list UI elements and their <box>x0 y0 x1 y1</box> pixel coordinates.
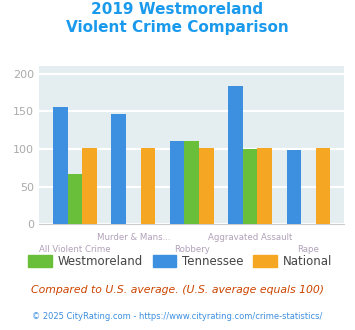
Text: Rape: Rape <box>297 245 320 254</box>
Bar <box>228 86 243 224</box>
Text: Violent Crime Comparison: Violent Crime Comparison <box>66 20 289 35</box>
Bar <box>82 148 97 224</box>
Bar <box>257 148 272 224</box>
Bar <box>67 174 82 224</box>
Text: Robbery: Robbery <box>174 245 210 254</box>
Bar <box>184 142 199 224</box>
Bar <box>243 149 257 224</box>
Bar <box>316 148 331 224</box>
Bar <box>141 148 155 224</box>
Bar <box>199 148 214 224</box>
Text: All Violent Crime: All Violent Crime <box>39 245 111 254</box>
Bar <box>286 150 301 224</box>
Text: Aggravated Assault: Aggravated Assault <box>208 233 292 242</box>
Text: © 2025 CityRating.com - https://www.cityrating.com/crime-statistics/: © 2025 CityRating.com - https://www.city… <box>32 312 323 321</box>
Text: Compared to U.S. average. (U.S. average equals 100): Compared to U.S. average. (U.S. average … <box>31 285 324 295</box>
Bar <box>170 142 184 224</box>
Legend: Westmoreland, Tennessee, National: Westmoreland, Tennessee, National <box>24 250 337 273</box>
Bar <box>111 114 126 224</box>
Text: Murder & Mans...: Murder & Mans... <box>97 233 170 242</box>
Bar <box>53 107 67 224</box>
Text: 2019 Westmoreland: 2019 Westmoreland <box>92 2 263 16</box>
